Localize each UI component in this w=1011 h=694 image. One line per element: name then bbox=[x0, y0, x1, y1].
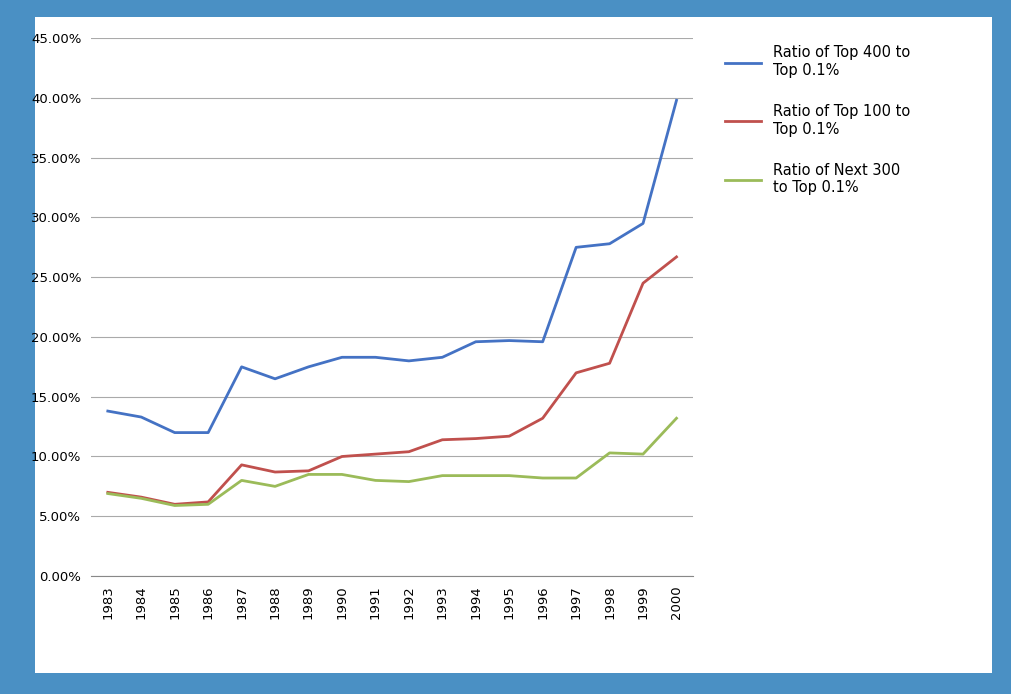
Legend: Ratio of Top 400 to
Top 0.1%, Ratio of Top 100 to
Top 0.1%, Ratio of Next 300
to: Ratio of Top 400 to Top 0.1%, Ratio of T… bbox=[724, 46, 909, 195]
